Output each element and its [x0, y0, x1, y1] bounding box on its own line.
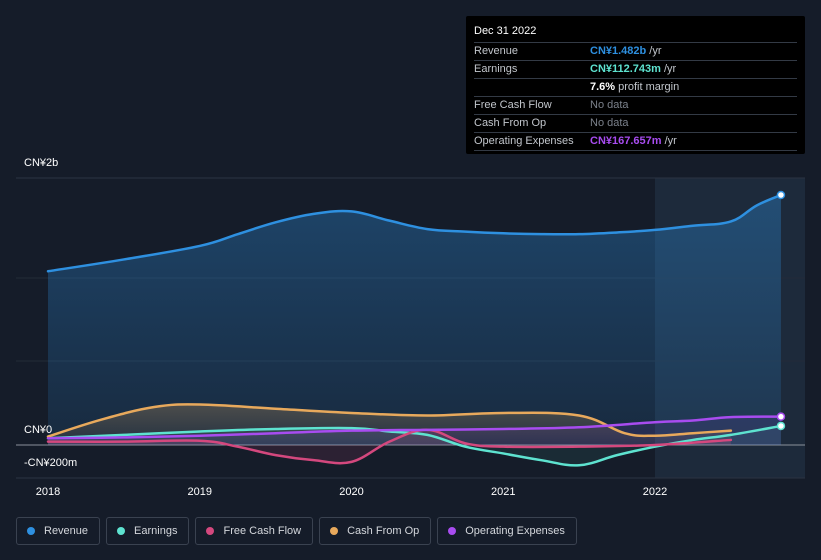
tooltip-value: No data: [590, 117, 629, 129]
tooltip-value: CN¥112.743m: [590, 63, 661, 75]
tooltip-unit: profit margin: [618, 81, 680, 93]
tooltip-unit: /yr: [663, 63, 677, 75]
legend-dot-icon: [448, 527, 457, 535]
tooltip-label: Earnings: [474, 63, 518, 75]
legend-label: Cash From Op: [347, 525, 420, 537]
tooltip-value: No data: [590, 99, 629, 111]
legend-item-cash-from-op[interactable]: Cash From Op: [319, 517, 432, 545]
legend-item-free-cash-flow[interactable]: Free Cash Flow: [195, 517, 314, 545]
series-line-free-cash-flow: [46, 428, 733, 465]
legend-label: Operating Expenses: [465, 525, 565, 537]
tooltip-value: CN¥1.482b: [590, 45, 647, 57]
tooltip-unit: /yr: [664, 135, 677, 147]
tooltip-date: Dec 31 2022: [474, 22, 797, 43]
data-tooltip: Dec 31 2022 Revenue CN¥1.482b /yr Earnin…: [466, 16, 805, 154]
data-point-operating-expenses: [776, 412, 786, 421]
y-tick-label: CN¥0: [24, 424, 52, 436]
x-tick-label: 2018: [36, 486, 60, 498]
tooltip-label: Free Cash Flow: [474, 99, 552, 111]
legend-item-operating-expenses[interactable]: Operating Expenses: [437, 517, 577, 545]
tooltip-row-profit-margin: 7.6% profit margin: [474, 79, 797, 97]
legend-label: Revenue: [44, 525, 89, 537]
series-line-operating-expenses: [46, 415, 783, 440]
y-tick-label: CN¥2b: [24, 157, 58, 169]
series-area-revenue: [48, 195, 781, 445]
legend-dot-icon: [330, 527, 339, 535]
legend-dot-icon: [206, 527, 215, 535]
tooltip-unit: /yr: [649, 45, 662, 57]
tooltip-value: CN¥167.657m: [590, 135, 662, 147]
data-point-revenue: [776, 190, 786, 200]
legend-label: Free Cash Flow: [223, 525, 302, 537]
tooltip-label: [474, 79, 590, 96]
legend-item-revenue[interactable]: Revenue: [16, 517, 101, 545]
series-line-cash-from-op: [46, 403, 733, 438]
y-tick-label: -CN¥200m: [24, 457, 77, 469]
chart-legend: Revenue Earnings Free Cash Flow Cash Fro…: [16, 517, 577, 545]
data-point-earnings: [776, 421, 786, 431]
x-tick-label: 2022: [643, 486, 667, 498]
tooltip-row-operating-expenses: Operating Expenses CN¥167.657m /yr: [474, 133, 797, 151]
x-tick-label: 2021: [491, 486, 515, 498]
tooltip-label: Revenue: [474, 45, 519, 57]
tooltip-value: 7.6%: [590, 81, 616, 93]
x-tick-label: 2019: [188, 486, 212, 498]
legend-dot-icon: [117, 527, 126, 535]
tooltip-label: Cash From Op: [474, 117, 547, 129]
tooltip-label: Operating Expenses: [474, 135, 574, 147]
legend-label: Earnings: [134, 525, 178, 537]
tooltip-row-cash-from-op: Cash From Op No data: [474, 115, 797, 133]
tooltip-row-free-cash-flow: Free Cash Flow No data: [474, 97, 797, 115]
tooltip-row-earnings: Earnings CN¥112.743m /yr: [474, 61, 797, 79]
x-tick-label: 2020: [339, 486, 363, 498]
tooltip-row-revenue: Revenue CN¥1.482b /yr: [474, 43, 797, 61]
legend-item-earnings[interactable]: Earnings: [106, 517, 190, 545]
legend-dot-icon: [27, 527, 35, 535]
series-line-revenue: [46, 193, 783, 273]
